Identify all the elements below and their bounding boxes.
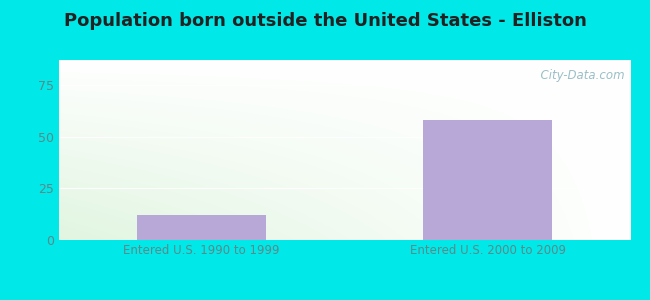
Text: City-Data.com: City-Data.com — [533, 69, 625, 82]
Bar — [423, 120, 552, 240]
Text: Population born outside the United States - Elliston: Population born outside the United State… — [64, 12, 586, 30]
Bar — [137, 215, 266, 240]
